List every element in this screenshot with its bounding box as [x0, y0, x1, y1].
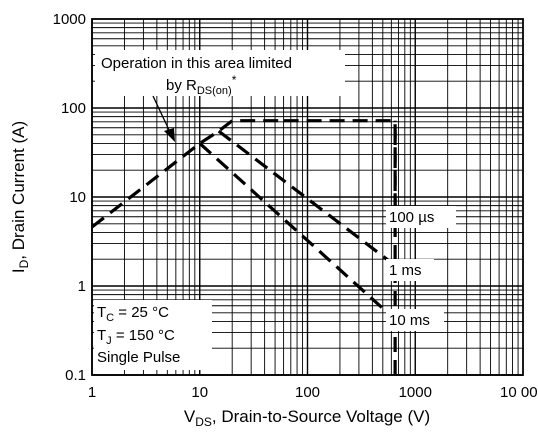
y-axis-title: ID, Drain Current (A) — [9, 121, 31, 273]
series-line-1-ms — [217, 129, 397, 267]
label-10ms: 10 ms — [389, 312, 430, 329]
x-axis-title: VDS, Drain-to-Source Voltage (V) — [184, 407, 430, 429]
y-tick-label: 100 — [61, 100, 86, 117]
label-10ms-bg — [386, 309, 444, 331]
series-line-10-ms — [198, 142, 397, 321]
y-tick-label: 1 — [78, 278, 86, 295]
x-tick-label: 1 — [88, 384, 96, 401]
x-tick-label: 1000 — [399, 384, 432, 401]
condition-pulse: Single Pulse — [97, 349, 180, 366]
label-1ms-bg — [386, 259, 434, 281]
limit-annotation-bg — [95, 50, 345, 96]
x-tick-label: 100 — [295, 384, 320, 401]
x-tick-label: 10 — [191, 384, 208, 401]
series-lines — [91, 119, 397, 375]
x-tick-label: 10 000 — [500, 384, 538, 401]
conditions-bg — [94, 300, 212, 370]
plot-frame — [91, 18, 524, 376]
limit-annotation-line1: Operation in this area limited — [101, 55, 292, 72]
condition-tj: TJ = 150 °C — [97, 327, 175, 347]
y-tick-label: 10 — [69, 189, 86, 206]
label-100us-bg — [386, 206, 456, 228]
y-tick-label: 1000 — [53, 11, 86, 28]
condition-tc: TC = 25 °C — [97, 304, 169, 324]
series-line-limit — [91, 119, 284, 229]
y-tick-label: 0.1 — [65, 367, 86, 384]
label-1ms: 1 ms — [389, 262, 422, 279]
label-100us: 100 µs — [389, 209, 434, 226]
limit-annotation-line2: by RDS(on)* — [166, 73, 237, 97]
limit-arrow — [152, 95, 175, 142]
